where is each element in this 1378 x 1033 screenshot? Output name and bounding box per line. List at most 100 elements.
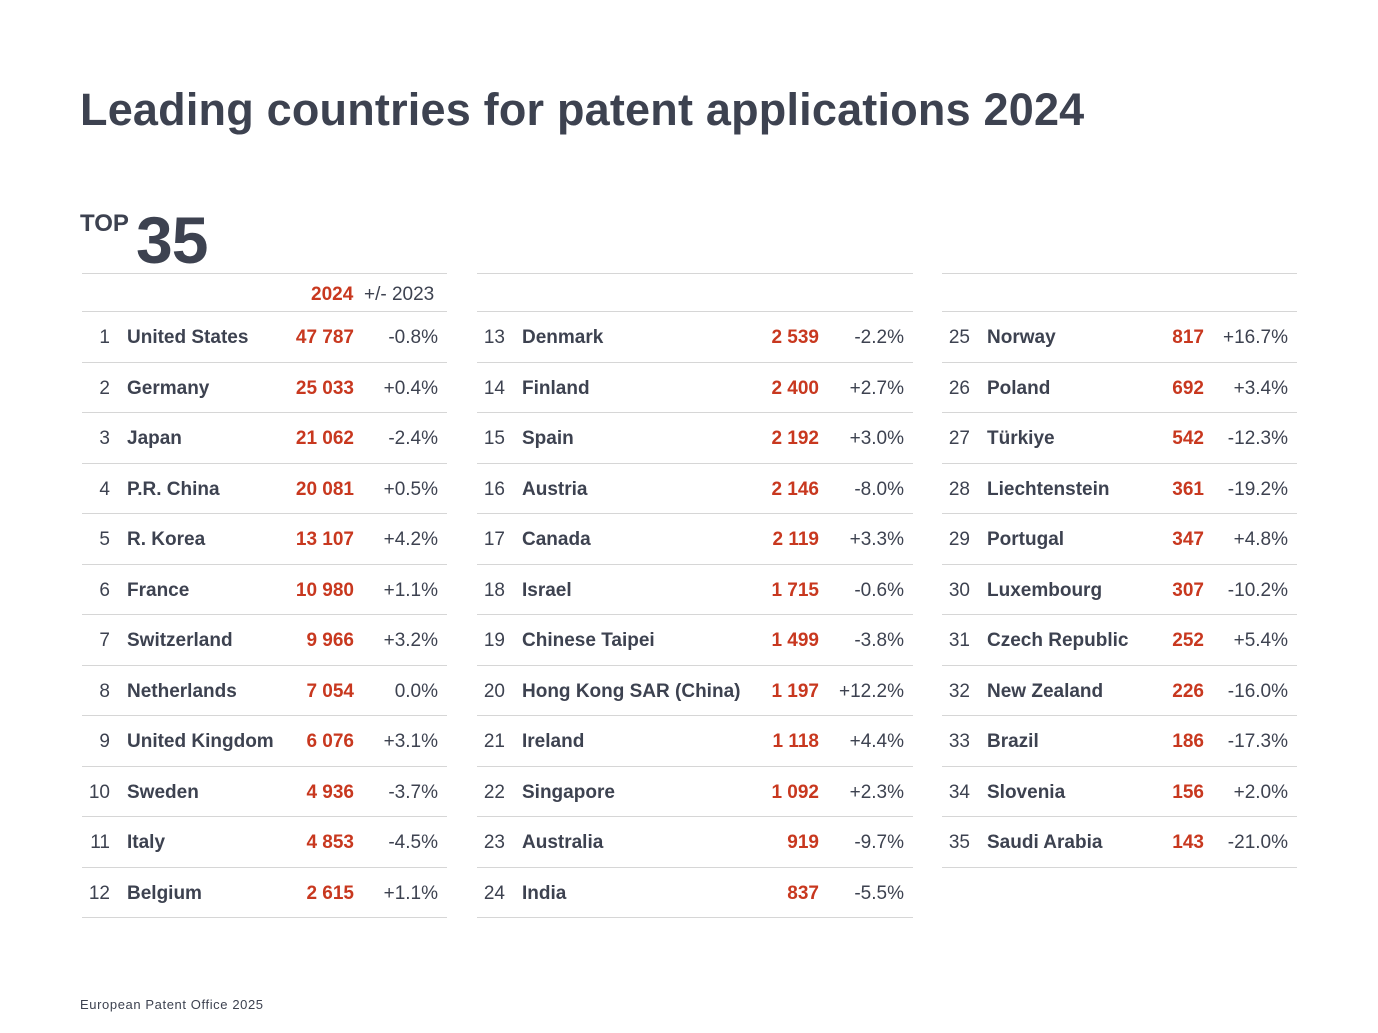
country-cell: Poland: [987, 377, 1051, 399]
value-2024-cell: 186: [1172, 731, 1204, 752]
country-cell: P.R. China: [127, 478, 220, 500]
table-column-3: 25 Norway 817 +16.7% 26 Poland 692 +3.4% 27 Türki…: [942, 273, 1297, 868]
change-cell: -19.2%: [1227, 478, 1288, 500]
change-cell: +1.1%: [383, 579, 438, 601]
change-cell: +1.1%: [383, 882, 438, 904]
value-2024-cell: 25 033: [295, 377, 354, 399]
country-cell: Austria: [522, 478, 588, 500]
country-cell: Norway: [987, 327, 1056, 348]
change-cell: +4.2%: [383, 529, 438, 550]
country-cell: Portugal: [987, 529, 1065, 550]
country-cell: Germany: [127, 377, 210, 399]
rank-cell: 1: [99, 327, 110, 348]
value-2024-cell: 10 980: [295, 579, 354, 601]
rank-cell: 28: [948, 478, 970, 500]
value-2024-cell: 2 615: [306, 882, 354, 904]
table-row: 3 Japan 21 062 -2.4%: [82, 413, 447, 464]
rank-cell: 4: [99, 478, 110, 500]
change-cell: +0.5%: [383, 478, 438, 500]
country-cell: Ireland: [522, 731, 585, 752]
value-2024-cell: 1 197: [771, 680, 819, 702]
change-cell: +3.3%: [849, 529, 904, 550]
rank-cell: 12: [88, 882, 110, 904]
value-2024-cell: 9 966: [306, 630, 354, 651]
country-cell: Netherlands: [127, 680, 237, 702]
change-cell: +0.4%: [383, 377, 438, 399]
value-2024-cell: 252: [1172, 630, 1204, 651]
table-row: 22 Singapore 1 092 +2.3%: [477, 767, 913, 817]
country-cell: Brazil: [987, 731, 1039, 752]
value-2024-cell: 4 936: [306, 781, 354, 803]
table-row: 34 Slovenia 156 +2.0%: [942, 767, 1297, 817]
page-title: Leading countries for patent application…: [80, 84, 1085, 135]
table-row: 31 Czech Republic 252 +5.4%: [942, 615, 1297, 666]
rank-cell: 2: [99, 377, 110, 399]
rank-cell: 25: [948, 327, 970, 348]
value-2024-cell: 692: [1172, 377, 1204, 399]
change-cell: +2.0%: [1233, 781, 1288, 803]
value-2024-cell: 20 081: [295, 478, 354, 500]
table-row: 21 Ireland 1 118 +4.4%: [477, 716, 913, 767]
rank-cell: 26: [948, 377, 970, 399]
country-cell: Chinese Taipei: [522, 630, 655, 651]
table-row: 25 Norway 817 +16.7%: [942, 312, 1297, 363]
table-row: 30 Luxembourg 307 -10.2%: [942, 565, 1297, 615]
table-row: 26 Poland 692 +3.4%: [942, 363, 1297, 413]
rank-cell: 33: [948, 731, 970, 752]
value-2024-cell: 1 118: [772, 731, 820, 752]
change-cell: -3.8%: [854, 630, 904, 651]
change-cell: 0.0%: [394, 680, 438, 702]
change-cell: +4.4%: [849, 731, 904, 752]
rank-cell: 8: [99, 680, 110, 702]
country-cell: Luxembourg: [987, 579, 1103, 601]
country-cell: Italy: [127, 832, 166, 853]
value-2024-cell: 1 715: [771, 579, 819, 601]
country-cell: New Zealand: [987, 680, 1104, 702]
value-2024-cell: 6 076: [306, 731, 354, 752]
rank-cell: 18: [483, 579, 505, 601]
change-cell: +3.2%: [383, 630, 438, 651]
table-row: 16 Austria 2 146 -8.0%: [477, 464, 913, 514]
value-2024-cell: 542: [1172, 428, 1204, 449]
rank-cell: 15: [483, 428, 505, 449]
rank-cell: 35: [948, 832, 970, 853]
change-cell: -16.0%: [1227, 680, 1288, 702]
rank-cell: 27: [948, 428, 970, 449]
value-2024-cell: 1 092: [771, 781, 819, 803]
country-cell: Belgium: [127, 882, 202, 904]
value-2024-cell: 361: [1172, 478, 1204, 500]
value-2024-cell: 21 062: [295, 428, 354, 449]
value-2024-cell: 1 499: [771, 630, 819, 651]
value-2024-cell: 2 539: [771, 327, 819, 348]
change-cell: -3.7%: [388, 781, 438, 803]
country-cell: Australia: [522, 832, 604, 853]
change-cell: -12.3%: [1227, 428, 1288, 449]
table-row: 24 India 837 -5.5%: [477, 868, 913, 918]
rank-cell: 31: [948, 630, 970, 651]
change-cell: -2.4%: [388, 428, 438, 449]
rank-cell: 9: [99, 731, 110, 752]
value-2024-cell: 2 119: [772, 529, 820, 550]
value-2024-cell: 2 400: [771, 377, 819, 399]
rank-cell: 16: [483, 478, 505, 500]
value-2024-cell: 817: [1172, 327, 1204, 348]
value-2024-cell: 156: [1172, 781, 1204, 803]
change-cell: -10.2%: [1227, 579, 1288, 601]
table-column-1: 2024 +/- 2023 1 United States 47 787 -0.8% 2…: [82, 273, 447, 918]
rank-cell: 24: [483, 882, 505, 904]
change-cell: +2.3%: [849, 781, 904, 803]
table-row: 28 Liechtenstein 361 -19.2%: [942, 464, 1297, 514]
table-header-empty: [942, 273, 1297, 312]
country-cell: France: [127, 579, 190, 601]
country-cell: Sweden: [127, 781, 199, 803]
country-cell: Israel: [522, 579, 572, 601]
rank-cell: 11: [90, 832, 110, 853]
table-row: 27 Türkiye 542 -12.3%: [942, 413, 1297, 464]
country-cell: Japan: [127, 428, 182, 449]
change-cell: -8.0%: [854, 478, 904, 500]
rank-cell: 3: [99, 428, 110, 449]
rank-cell: 23: [483, 832, 505, 853]
table-header-empty: [477, 273, 913, 312]
top-number: 35: [136, 203, 208, 277]
rank-cell: 29: [948, 529, 970, 550]
